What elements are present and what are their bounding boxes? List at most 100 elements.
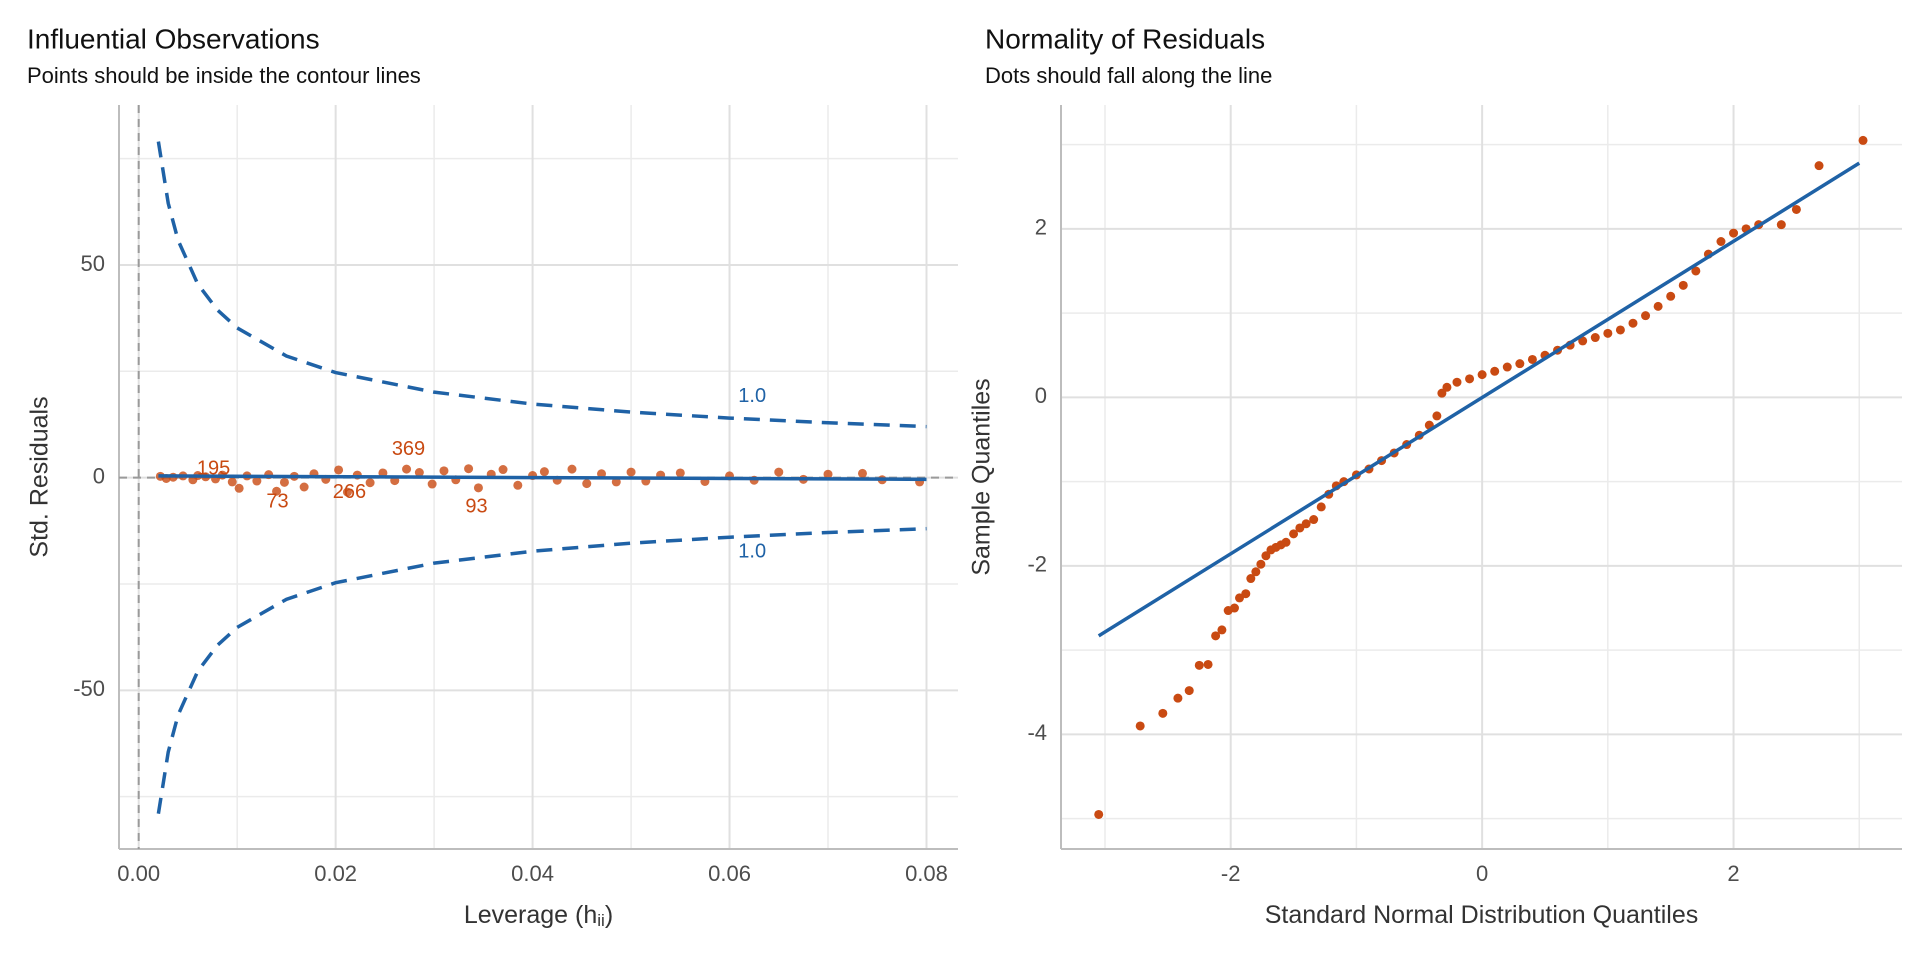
point [857,468,867,478]
point [473,483,483,493]
point [1527,354,1537,364]
point [1628,318,1638,328]
point [498,465,508,475]
point [1203,659,1213,669]
annotation: 73 [266,491,288,513]
point [1791,204,1801,214]
point [272,486,282,496]
point [1452,377,1462,387]
point [1173,693,1183,703]
point [513,480,523,490]
contour-line [156,526,927,814]
point [1858,135,1868,145]
y-tick-label: 0 [93,463,105,488]
point [1158,708,1168,718]
point [1241,589,1251,599]
point [1502,362,1512,372]
y-axis-label: Std. Residuals [26,396,54,557]
point [414,468,424,478]
point [439,466,449,476]
point [597,469,607,479]
y-tick-label: -50 [73,676,105,701]
point [1716,236,1726,246]
point [1615,325,1625,335]
x-tick-label: 2 [1727,861,1739,886]
point [1094,809,1104,819]
fit-line [1097,161,1861,638]
point [582,479,592,489]
x-tick-label: 0 [1476,861,1488,886]
x-tick-label: 0.06 [708,861,751,886]
point [1229,603,1239,613]
x-axis-label-part: ) [605,901,613,929]
point [1246,574,1256,584]
point [1432,411,1442,421]
x-tick-label: 0.04 [511,861,554,886]
point [1309,515,1319,525]
x-tick-label: -2 [1221,861,1241,886]
x-axis-label: Standard Normal Distribution Quantiles [1265,901,1699,929]
annotation: 266 [333,481,366,503]
point [1653,301,1663,311]
point [626,467,636,477]
point [1289,529,1299,539]
x-tick-label: 0.08 [905,861,948,886]
chart-subtitle: Points should be inside the contour line… [27,63,421,88]
point [1217,625,1227,635]
point [1490,366,1500,376]
point [227,477,237,487]
point [1678,280,1688,290]
point [1776,220,1786,230]
contour-line [156,141,927,429]
x-axis-label-part: ii [597,911,605,930]
y-tick-label: -2 [1027,552,1047,577]
point [567,464,577,474]
x-axis-label-part: Standard Normal Distribution Quantiles [1265,901,1699,929]
y-tick-label: 0 [1035,383,1047,408]
y-tick-label: 2 [1035,215,1047,240]
point [427,479,437,489]
point [365,478,375,488]
point [334,465,344,475]
point [1437,388,1447,398]
y-tick-label: -4 [1027,720,1047,745]
point [1442,382,1452,392]
point [1211,631,1221,641]
point [1729,228,1739,238]
chart-subtitle: Dots should fall along the line [985,63,1272,88]
point [1477,370,1487,380]
point [1666,291,1676,301]
point [1261,551,1271,561]
x-tick-label: 0.00 [117,861,160,886]
annotation: 1.0 [738,385,766,407]
point [402,464,412,474]
point [823,469,833,479]
point [1515,359,1525,369]
point [299,482,309,492]
annotation: 369 [392,438,425,460]
point [1256,559,1266,569]
y-tick-label: 50 [81,251,105,276]
annotation: 93 [465,496,487,518]
point [1251,567,1261,577]
point [1316,502,1326,512]
chart-title: Influential Observations [27,23,320,54]
x-tick-label: 0.02 [314,861,357,886]
point [1578,336,1588,346]
point [539,467,549,477]
point [252,476,262,486]
chart-title: Normality of Residuals [985,23,1265,54]
point [1301,519,1311,529]
point [1184,686,1194,696]
point [1281,537,1291,547]
point [774,467,784,477]
annotation: 195 [197,457,230,479]
point [342,487,352,497]
point [1465,374,1475,384]
x-axis-label-part: Leverage (h [464,901,597,929]
y-axis-label: Sample Quantiles [968,378,996,575]
point [234,483,244,493]
point [1135,721,1145,731]
annotation: 1.0 [738,540,766,562]
